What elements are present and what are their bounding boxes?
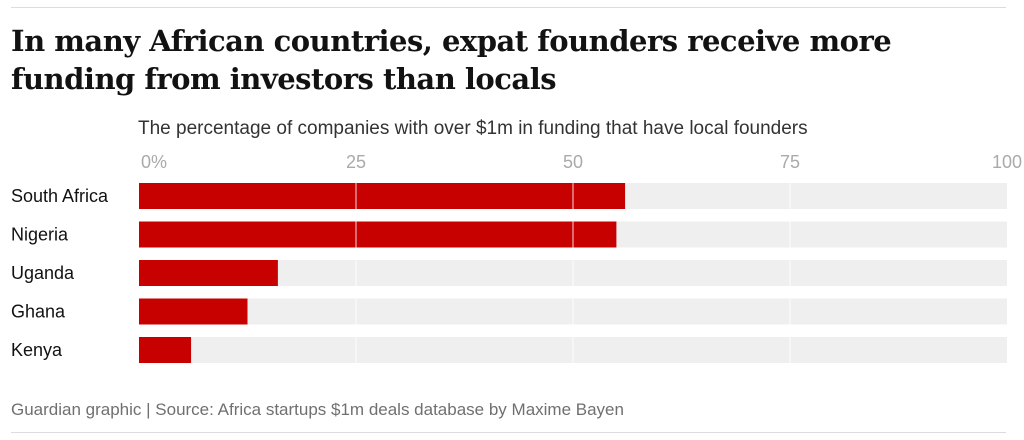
x-tick-label: 25: [346, 152, 366, 172]
top-rule: [11, 7, 1006, 8]
bar-chart: 0% 25 50 75 100 South Africa Nigeria Uganda Ghan…: [11, 152, 1022, 363]
category-label: Uganda: [11, 263, 75, 283]
category-label: Nigeria: [11, 225, 69, 245]
category-label: Kenya: [11, 340, 63, 360]
chart-subtitle: The percentage of companies with over $1…: [138, 118, 808, 139]
bottom-rule: [11, 432, 1006, 433]
x-tick-label: 50: [563, 152, 583, 172]
bar: [139, 183, 626, 209]
x-tick-label: 100: [992, 152, 1022, 172]
bar: [139, 221, 617, 248]
bar: [139, 337, 192, 363]
bar: [139, 298, 248, 325]
category-label: South Africa: [11, 186, 109, 206]
x-tick-label: 75: [780, 152, 800, 172]
chart-headline: In many African countries, expat founder…: [11, 24, 892, 96]
source-note: Guardian graphic | Source: Africa startu…: [11, 400, 624, 419]
category-label: Ghana: [11, 302, 66, 322]
bar: [139, 260, 278, 286]
x-tick-label: 0%: [141, 152, 167, 172]
